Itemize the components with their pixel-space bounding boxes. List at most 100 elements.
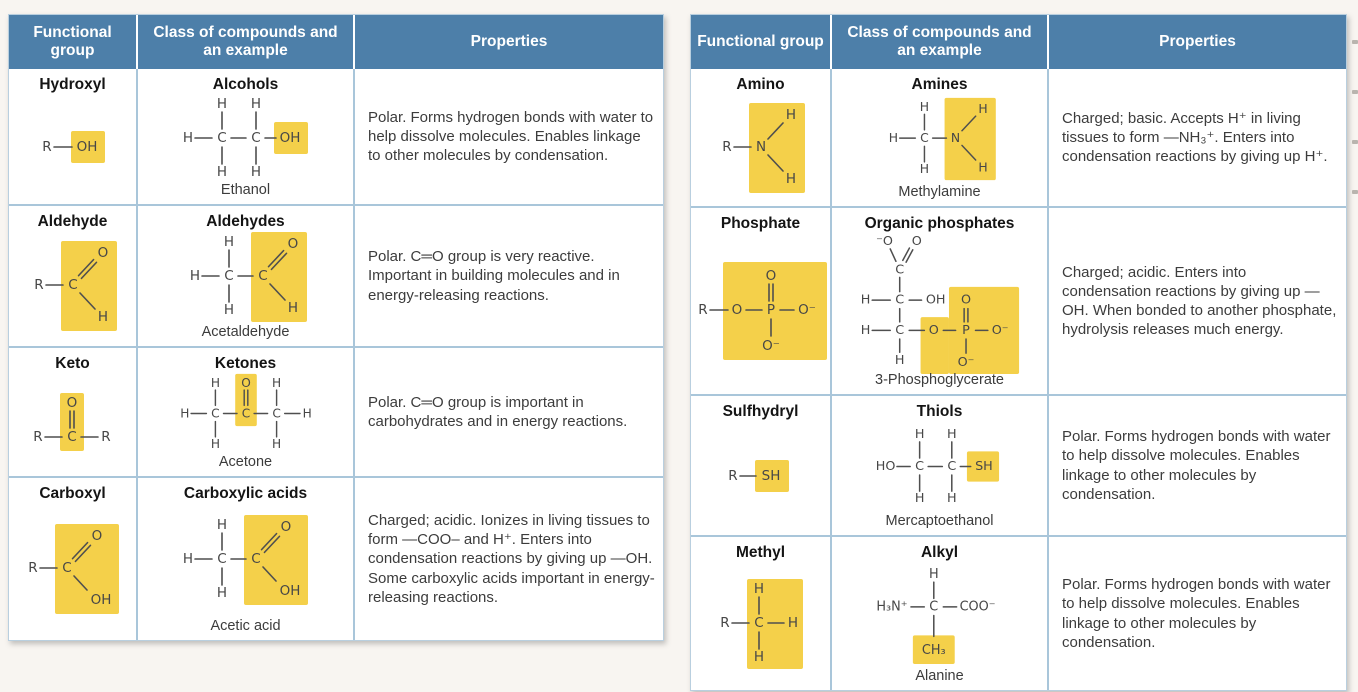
sulfhydryl-group-structure-diagram: R SH (721, 420, 801, 531)
svg-text:C: C (67, 429, 76, 445)
table-header: Functional group Class of compounds and … (9, 15, 663, 69)
example-name: 3-Phosphoglycerate (875, 372, 1004, 388)
properties-text: Polar. C═O group is important in carbohy… (368, 393, 628, 430)
carboxyl-group-structure-diagram: R C O OH (21, 502, 125, 636)
svg-text:R: R (728, 468, 737, 484)
svg-text:O⁻: O⁻ (798, 302, 816, 318)
properties-text: Polar. Forms hydrogen bonds with water t… (368, 108, 654, 165)
svg-text:C: C (251, 130, 260, 146)
compound-class-name: Thiols (916, 403, 963, 420)
svg-text:C: C (68, 277, 77, 293)
table-row-aldehyde: Aldehyde R C O H Aldehydes H C C H H O H Acetalde… (9, 204, 663, 346)
amino-group-structure-diagram: R N H H (715, 93, 807, 202)
svg-text:C: C (895, 323, 904, 338)
compound-class-name: Amines (911, 76, 968, 93)
properties-text: Polar. C═O group is very reactive. Impor… (368, 248, 620, 304)
svg-text:C: C (929, 599, 938, 614)
compound-class-name: Alcohols (212, 76, 279, 93)
svg-text:C: C (895, 293, 904, 308)
svg-text:H: H (223, 234, 233, 250)
functional-group-name: Amino (736, 76, 785, 93)
svg-text:H: H (182, 130, 192, 146)
acetone-structure-diagram: H O H H C C C H H H (174, 372, 318, 454)
table-row-carboxyl: Carboxyl R C O OH Carboxylic acids H C C H H O OH… (9, 476, 663, 640)
svg-text:H: H (919, 162, 928, 176)
svg-text:O: O (912, 234, 922, 249)
properties-text: Polar. Forms hydrogen bonds with water t… (1062, 576, 1331, 651)
svg-text:H: H (978, 101, 987, 115)
mercaptoethanol-structure-diagram: HO C C SH H H H H (870, 420, 1009, 513)
svg-text:C: C (272, 406, 280, 420)
svg-text:O: O (280, 519, 291, 535)
functional-groups-table-left: Functional group Class of compounds and … (8, 14, 664, 641)
svg-text:H: H (915, 491, 925, 506)
svg-text:O: O (91, 528, 102, 544)
svg-text:H: H (182, 551, 192, 567)
methyl-group-structure-diagram: R C H H H (713, 561, 809, 686)
page-edge-artifact (1350, 40, 1358, 240)
svg-text:OH: OH (279, 583, 300, 599)
svg-text:H: H (861, 293, 871, 308)
svg-text:R: R (33, 429, 42, 445)
svg-text:H: H (787, 615, 797, 631)
svg-text:O⁻: O⁻ (992, 323, 1009, 338)
svg-text:O: O (929, 323, 939, 338)
svg-text:⁻O: ⁻O (876, 234, 893, 249)
functional-group-name: Phosphate (720, 215, 801, 232)
functional-group-name: Keto (55, 355, 90, 372)
properties-text: Charged; acidic. Ionizes in living tissu… (368, 512, 655, 606)
acetaldehyde-structure-diagram: H C C H H O H (183, 230, 309, 324)
example-name: Acetaldehyde (201, 324, 290, 340)
svg-text:O: O (287, 236, 298, 252)
svg-text:CH₃: CH₃ (922, 643, 946, 658)
compound-class-name: Organic phosphates (864, 215, 1015, 232)
svg-text:C: C (754, 615, 763, 631)
svg-text:C: C (62, 560, 71, 576)
table-row-keto: Keto O R C R Ketones H O H H C C C H H H Acetone Pol… (9, 346, 663, 476)
table-header: Functional group Class of compounds and … (691, 15, 1346, 69)
svg-text:H: H (753, 581, 763, 597)
example-name: Mercaptoethanol (885, 513, 994, 529)
svg-text:H₃N⁺: H₃N⁺ (876, 599, 907, 614)
header-properties: Properties (353, 15, 663, 69)
svg-text:R: R (720, 615, 729, 631)
svg-text:H: H (302, 406, 311, 420)
svg-text:SH: SH (975, 459, 993, 474)
svg-text:P: P (962, 323, 970, 338)
properties-text: Charged; basic. Accepts H⁺ in living tis… (1062, 109, 1328, 166)
svg-text:H: H (785, 171, 795, 187)
svg-text:C: C (915, 459, 924, 474)
svg-text:H: H (210, 437, 219, 451)
header-functional-group: Functional group (9, 15, 136, 69)
functional-group-name: Methyl (735, 544, 786, 561)
svg-text:HO: HO (876, 459, 896, 474)
table-row-methyl: Methyl R C H H H Alkyl H H₃N⁺ C COO⁻ CH₃ Alanine… (691, 535, 1346, 690)
svg-text:H: H (216, 517, 226, 533)
svg-text:C: C (920, 131, 929, 145)
table-row-hydroxyl: Hydroxyl R OH Alcohols H H H C C OH H H Ethanol … (9, 69, 663, 204)
svg-text:H: H (216, 585, 226, 601)
svg-text:H: H (947, 491, 957, 506)
svg-text:H: H (250, 96, 260, 112)
svg-text:H: H (978, 160, 987, 174)
svg-text:O: O (66, 395, 77, 411)
svg-text:H: H (929, 567, 939, 582)
properties-text: Polar. Forms hydrogen bonds with water t… (1062, 428, 1331, 503)
svg-text:C: C (217, 551, 226, 567)
svg-text:SH: SH (761, 468, 780, 484)
svg-text:C: C (947, 459, 956, 474)
svg-text:C: C (895, 262, 904, 277)
svg-text:H: H (919, 99, 928, 113)
hydroxyl-group-structure-diagram: R OH (35, 93, 111, 200)
svg-text:OH: OH (926, 293, 946, 308)
svg-text:P: P (766, 302, 774, 318)
compound-class-name: Alkyl (920, 544, 959, 561)
ethanol-structure-diagram: H H H C C OH H H (176, 93, 316, 182)
svg-text:C: C (217, 130, 226, 146)
svg-text:H: H (250, 164, 260, 180)
svg-text:C: C (258, 268, 267, 284)
aldehyde-group-structure-diagram: R C O H (27, 230, 119, 342)
svg-text:H: H (915, 427, 925, 442)
svg-text:O: O (241, 375, 251, 389)
